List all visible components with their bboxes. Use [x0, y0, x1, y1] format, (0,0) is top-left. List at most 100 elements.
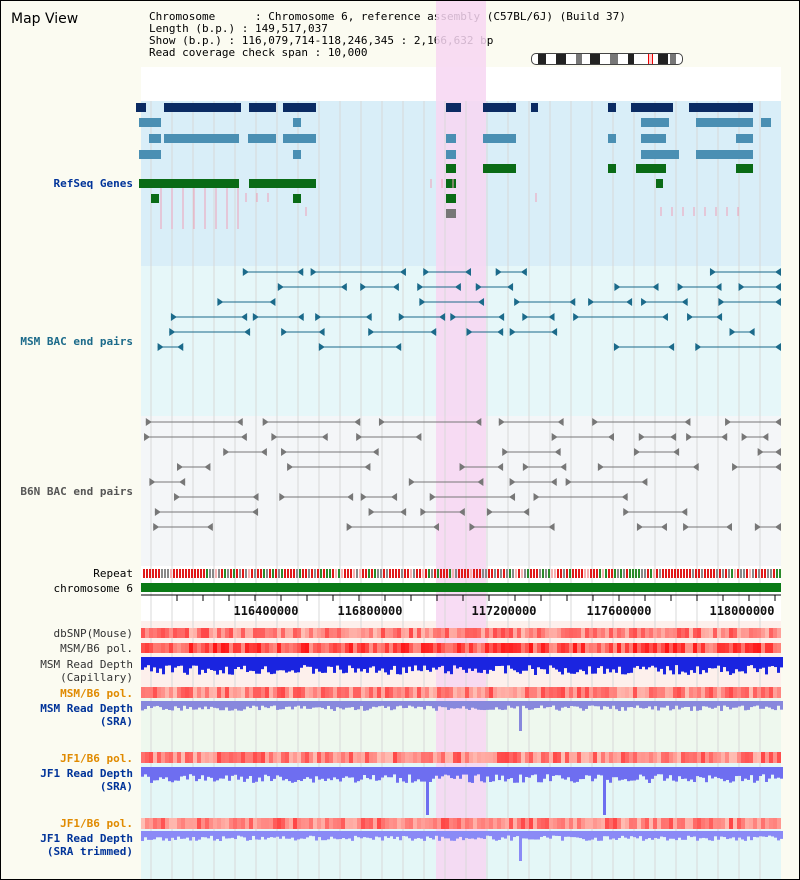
b6n-bac-pair-end	[548, 523, 555, 531]
read-depth-bar	[162, 701, 165, 710]
polymorphism-cell	[265, 752, 269, 763]
read-depth-bar	[432, 831, 435, 840]
read-depth-bar	[582, 831, 585, 840]
b6n-bac-pair-end	[686, 433, 693, 441]
polymorphism-cell	[265, 643, 269, 653]
polymorphism-cell	[281, 687, 285, 698]
read-depth-bar	[345, 767, 348, 777]
read-depth-bar	[393, 831, 396, 839]
read-depth-bar	[444, 701, 447, 708]
coverage-label: Read coverage check span :	[149, 46, 328, 59]
msm-bac-pair-end	[241, 313, 248, 321]
ideogram-selection[interactable]	[648, 54, 653, 64]
b6n-bac-pair-end	[775, 418, 781, 426]
polymorphism-cell	[461, 752, 465, 763]
polymorphism-cell	[405, 752, 409, 763]
read-depth-bar	[393, 701, 396, 710]
read-depth-bar	[771, 657, 774, 667]
repeat-block	[278, 569, 280, 578]
polymorphism-cell	[345, 752, 349, 763]
read-depth-bar	[564, 701, 567, 707]
read-depth-bar	[234, 831, 237, 840]
read-depth-bar	[378, 767, 381, 781]
polymorphism-cell	[229, 752, 233, 763]
read-depth-bar	[513, 767, 516, 783]
msm-bac-pair-end	[687, 313, 694, 321]
polymorphism-cell	[365, 818, 369, 829]
polymorphism-cell	[417, 752, 421, 763]
refseq-gene	[249, 103, 276, 112]
read-depth-bar	[378, 701, 381, 707]
read-depth-bar	[339, 701, 342, 709]
read-depth-bar	[690, 831, 693, 838]
refseq-gene	[483, 134, 516, 143]
polymorphism-cell	[529, 687, 533, 698]
polymorphism-cell	[181, 752, 185, 763]
polymorphism-cell	[525, 628, 529, 638]
b6n-bac-pair-end	[741, 433, 748, 441]
read-depth-bar	[513, 831, 516, 838]
read-depth-bar	[414, 831, 417, 839]
read-depth-bar	[615, 657, 618, 673]
read-depth-bar	[459, 657, 462, 668]
read-depth-bar	[321, 831, 324, 841]
read-depth-bar	[723, 767, 726, 782]
msm-bac-pair-end	[709, 268, 716, 276]
chromosome-ideogram[interactable]	[531, 53, 683, 65]
polymorphism-cell	[213, 818, 217, 829]
read-depth-bar	[435, 767, 438, 776]
read-depth-bar	[696, 767, 699, 777]
polymorphism-cell	[777, 628, 781, 638]
polymorphism-cell	[385, 752, 389, 763]
track-label-b6n-bac[interactable]: B6N BAC end pairs	[20, 485, 133, 498]
track-label-msm-bac[interactable]: MSM BAC end pairs	[20, 335, 133, 348]
polymorphism-cell	[453, 643, 457, 653]
polymorphism-cell	[313, 752, 317, 763]
read-depth-bar	[750, 701, 753, 708]
read-depth-bar	[768, 831, 771, 836]
position-axis: 116400000 116800000 117200000 117600000 …	[141, 594, 781, 618]
read-depth-bar	[771, 767, 774, 775]
repeat-block	[686, 569, 688, 578]
track-label-refseq[interactable]: RefSeq Genes	[53, 177, 133, 190]
selection-highlight[interactable]	[436, 1, 486, 879]
polymorphism-cell	[485, 818, 489, 829]
read-depth-bar	[483, 657, 486, 670]
read-depth-bar	[438, 767, 441, 779]
repeat-block	[770, 569, 772, 578]
read-depth-bar	[561, 657, 564, 675]
read-depth-bar	[333, 831, 336, 839]
repeat-block	[764, 569, 766, 578]
polymorphism-cell	[329, 752, 333, 763]
msm-bac-pair-end	[281, 328, 288, 336]
read-depth-bar	[540, 701, 543, 706]
polymorphism-cell	[693, 752, 697, 763]
repeat-block	[215, 569, 217, 578]
polymorphism-cell	[641, 687, 645, 698]
polymorphism-cell	[205, 643, 209, 653]
read-depth-bar	[264, 657, 267, 667]
read-depth-bar	[696, 831, 699, 841]
polymorphism-cell	[745, 628, 749, 638]
read-depth-bar	[357, 767, 360, 782]
read-depth-bar	[744, 767, 747, 779]
polymorphism-cell	[445, 752, 449, 763]
read-depth-bar	[507, 701, 510, 706]
read-depth-bar	[774, 767, 777, 779]
read-depth-bar	[708, 701, 711, 708]
read-depth-bar	[594, 831, 597, 838]
polymorphism-cell	[673, 818, 677, 829]
polymorphism-cell	[425, 687, 429, 698]
read-depth-bar	[369, 657, 372, 668]
read-depth-bar	[636, 657, 639, 667]
read-depth-bar	[663, 767, 666, 781]
repeat-block	[530, 569, 532, 578]
polymorphism-cell	[689, 643, 693, 653]
refseq-gene	[531, 103, 538, 112]
read-depth-bar	[192, 767, 195, 776]
read-depth-bar	[417, 657, 420, 671]
read-depth-bar	[276, 767, 279, 776]
polymorphism-cell	[493, 687, 497, 698]
read-depth-bar	[666, 657, 669, 667]
